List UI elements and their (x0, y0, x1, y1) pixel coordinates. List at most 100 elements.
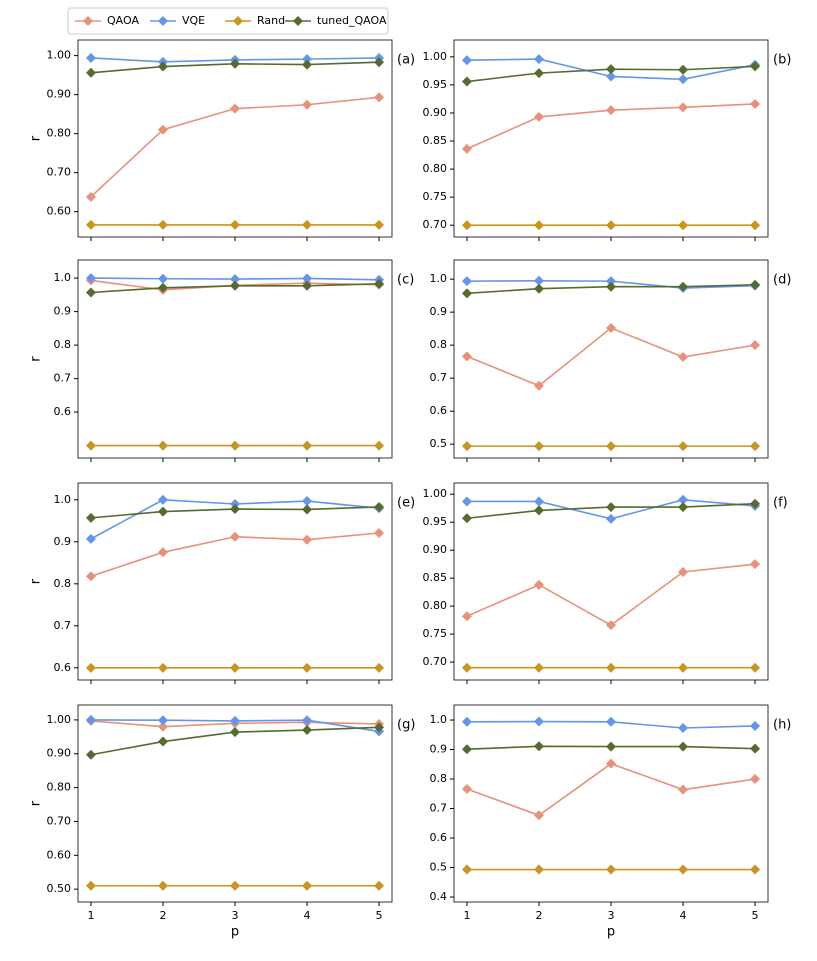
x-tick-label: 2 (535, 909, 542, 922)
marker (606, 620, 616, 631)
marker (533, 220, 544, 231)
marker (85, 571, 96, 582)
marker (230, 219, 240, 230)
y-tick-label: 0.6 (430, 831, 448, 844)
series-line (466, 563, 756, 627)
marker (461, 220, 472, 231)
marker (230, 727, 240, 738)
marker (461, 716, 472, 727)
y-tick-label: 0.5 (430, 860, 448, 873)
marker (157, 721, 168, 732)
legend-label: QAOA (107, 14, 139, 27)
y-tick-label: 0.4 (430, 890, 448, 903)
y-tick-label: 1.00 (423, 487, 448, 500)
x-axis-label: p (231, 925, 239, 940)
y-tick-label: 1.0 (430, 713, 448, 726)
plot-frame (453, 482, 769, 681)
marker (157, 880, 168, 891)
legend-marker (293, 16, 303, 26)
marker (157, 547, 168, 558)
marker (750, 220, 761, 231)
y-tick-label: 0.8 (54, 338, 72, 351)
y-tick-label: 0.8 (430, 338, 448, 351)
marker (85, 273, 96, 284)
marker (461, 351, 472, 362)
marker (750, 662, 761, 673)
marker (606, 502, 616, 513)
y-tick-label: 0.50 (47, 882, 72, 895)
marker (533, 441, 544, 452)
marker (461, 143, 472, 154)
marker (302, 59, 313, 70)
marker (85, 440, 96, 451)
marker (230, 504, 240, 515)
y-tick-label: 0.7 (430, 802, 448, 815)
marker (85, 880, 96, 891)
marker (750, 98, 761, 109)
marker (533, 505, 544, 516)
y-tick-label: 0.80 (423, 162, 448, 175)
marker (157, 273, 168, 284)
y-tick-label: 0.95 (423, 78, 448, 91)
x-tick-label: 4 (304, 909, 311, 922)
marker (157, 219, 168, 230)
marker (678, 281, 689, 292)
marker (157, 506, 168, 517)
marker (374, 880, 385, 891)
y-tick-label: 1.00 (47, 713, 72, 726)
y-tick-label: 0.70 (47, 166, 72, 179)
marker (750, 743, 761, 754)
panel-label: (d) (773, 273, 791, 288)
y-axis-label: r (29, 356, 44, 362)
marker (302, 273, 313, 284)
marker (606, 662, 616, 673)
marker (678, 784, 689, 795)
x-tick-label: 1 (463, 909, 470, 922)
marker (302, 504, 313, 515)
marker (606, 276, 616, 287)
y-tick-label: 0.70 (47, 814, 72, 827)
marker (606, 281, 616, 292)
y-tick-label: 0.75 (423, 190, 448, 203)
marker (461, 662, 472, 673)
marker (606, 864, 616, 875)
marker (750, 720, 761, 731)
marker (85, 512, 96, 523)
marker (750, 340, 761, 351)
marker (85, 662, 96, 673)
y-tick-label: 0.60 (47, 205, 72, 218)
marker (230, 880, 240, 891)
marker (461, 55, 472, 66)
marker (678, 723, 689, 734)
y-tick-label: 0.70 (423, 218, 448, 231)
x-axis-label: p (607, 925, 615, 940)
marker (461, 864, 472, 875)
y-tick-label: 0.9 (430, 743, 448, 756)
marker (302, 440, 313, 451)
marker (533, 68, 544, 79)
marker (461, 496, 472, 507)
y-tick-label: 0.8 (54, 577, 72, 590)
y-tick-label: 0.80 (47, 127, 72, 140)
y-axis-label: r (29, 578, 44, 584)
marker (533, 111, 544, 122)
marker (461, 76, 472, 87)
series-line (466, 762, 756, 817)
marker (302, 662, 313, 673)
y-tick-label: 0.70 (423, 655, 448, 668)
y-tick-label: 0.80 (423, 599, 448, 612)
y-tick-label: 0.9 (54, 305, 72, 318)
marker (533, 579, 544, 590)
marker (302, 880, 313, 891)
marker (157, 494, 168, 505)
panel-label: (b) (773, 53, 791, 68)
marker (461, 611, 472, 622)
y-tick-label: 0.9 (54, 535, 72, 548)
x-tick-label: 2 (159, 909, 166, 922)
y-tick-label: 0.9 (430, 305, 448, 318)
marker (374, 662, 385, 673)
marker (85, 191, 96, 202)
marker (85, 67, 96, 78)
marker (606, 758, 616, 769)
marker (85, 52, 96, 63)
